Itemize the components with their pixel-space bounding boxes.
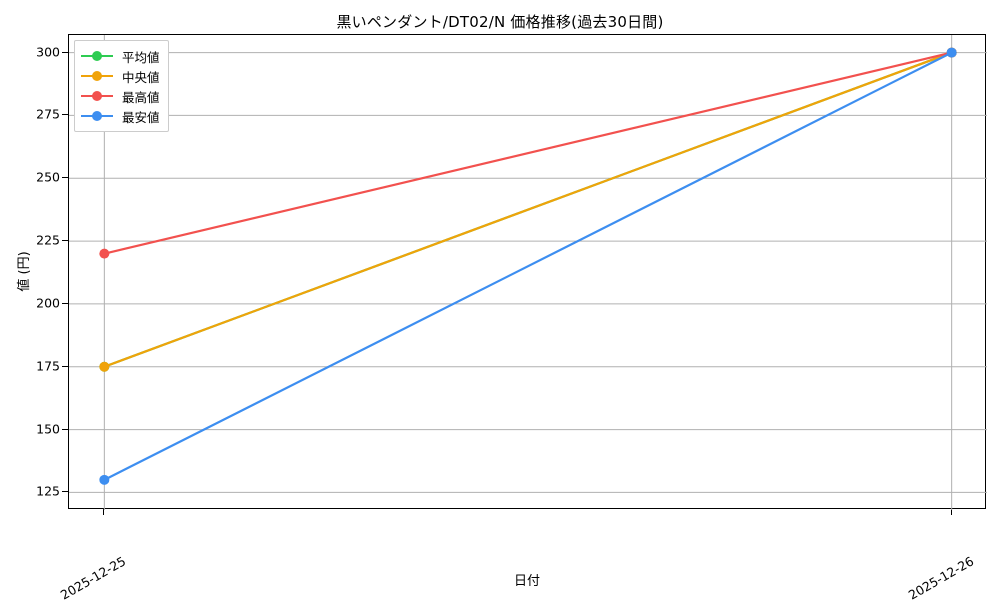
x-tick-mark <box>950 509 952 515</box>
legend-label: 中央値 <box>122 69 160 85</box>
y-tick-label: 300 <box>36 44 60 60</box>
data-point-marker <box>99 474 110 485</box>
y-tick-mark <box>62 114 68 116</box>
y-tick-mark <box>62 240 68 242</box>
data-point-marker <box>946 47 957 58</box>
y-tick-mark <box>62 491 68 493</box>
plot-area <box>68 34 987 510</box>
y-tick-mark <box>62 365 68 367</box>
legend-line-marker-icon <box>81 69 113 83</box>
y-tick-mark <box>62 51 68 53</box>
y-tick-label: 225 <box>36 232 60 248</box>
y-tick-label: 175 <box>36 358 60 374</box>
y-tick-mark <box>62 428 68 430</box>
legend-label: 最安値 <box>122 109 160 125</box>
legend-item-2[interactable]: 最高値 <box>81 86 160 106</box>
data-point-marker <box>99 361 110 372</box>
plot-series-svg <box>69 35 987 510</box>
x-tick-mark <box>103 509 105 515</box>
legend-label: 最高値 <box>122 89 160 105</box>
legend-line-marker-icon <box>81 89 113 103</box>
y-tick-mark <box>62 302 68 304</box>
chart-title: 黒いペンダント/DT02/N 価格推移(過去30日間) <box>336 13 664 31</box>
series-line-2 <box>103 51 953 255</box>
legend-item-3[interactable]: 最安値 <box>81 106 160 126</box>
legend-label: 平均値 <box>122 49 160 65</box>
y-tick-mark <box>62 177 68 179</box>
legend-item-0[interactable]: 平均値 <box>81 46 160 66</box>
legend-item-1[interactable]: 中央値 <box>81 66 160 86</box>
data-point-marker <box>99 248 110 259</box>
y-tick-label: 250 <box>36 169 60 185</box>
y-axis-label: 値 (円) <box>17 251 32 292</box>
y-tick-label: 275 <box>36 106 60 122</box>
chart-legend: 平均値中央値最高値最安値 <box>74 40 169 132</box>
legend-line-marker-icon <box>81 49 113 63</box>
legend-line-marker-icon <box>81 109 113 123</box>
series-line-3 <box>103 51 953 481</box>
y-tick-label: 150 <box>36 421 60 437</box>
x-axis-label: 日付 <box>513 574 540 589</box>
y-tick-label: 200 <box>36 295 60 311</box>
series-line-1 <box>103 51 953 368</box>
y-tick-label: 125 <box>36 483 60 499</box>
